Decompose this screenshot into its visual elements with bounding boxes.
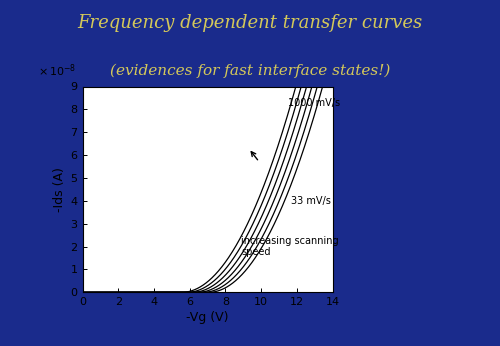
Text: Frequency dependent transfer curves: Frequency dependent transfer curves — [78, 14, 422, 32]
X-axis label: -Vg (V): -Vg (V) — [186, 311, 229, 325]
Text: (evidences for fast interface states!): (evidences for fast interface states!) — [110, 64, 390, 79]
Text: $\times\,10^{-8}$: $\times\,10^{-8}$ — [38, 63, 76, 79]
Text: 1000 mV/s: 1000 mV/s — [288, 98, 340, 108]
Text: 33 mV/s: 33 mV/s — [292, 196, 332, 206]
Y-axis label: -Ids (A): -Ids (A) — [54, 167, 66, 212]
Text: increasing scanning
speed: increasing scanning speed — [242, 236, 339, 257]
